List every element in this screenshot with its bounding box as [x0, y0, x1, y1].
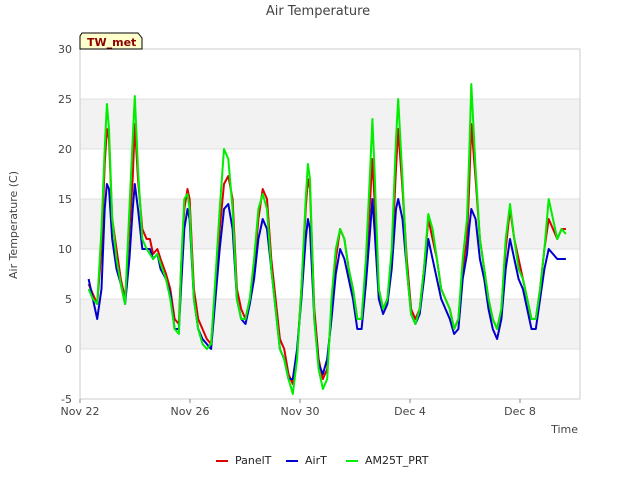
station-badge: TW_met	[79, 32, 143, 50]
y-tick-label: 10	[58, 243, 72, 256]
y-tick-labels: -5 0 5 10 15 20 25 30	[58, 43, 72, 406]
x-tick-labels: Nov 22 Nov 26 Nov 30 Dec 4 Dec 8	[61, 399, 536, 418]
x-axis-label: Time	[550, 423, 578, 436]
y-tick-label: 20	[58, 143, 72, 156]
grid-band	[80, 99, 580, 149]
y-tick-label: 15	[58, 193, 72, 206]
x-tick-label: Nov 26	[171, 405, 210, 418]
x-tick-label: Dec 4	[394, 405, 426, 418]
background-bands	[80, 99, 580, 349]
series-layer	[87, 83, 567, 395]
x-tick-label: Nov 30	[281, 405, 320, 418]
series-line-am25t_prt	[87, 83, 567, 395]
x-tick-label: Dec 8	[504, 405, 536, 418]
legend-label: PanelT	[235, 454, 272, 467]
y-tick-label: 5	[65, 293, 72, 306]
station-badge-label: TW_met	[87, 36, 136, 49]
y-axis-label: Air Temperature (C)	[7, 171, 20, 279]
y-tick-label: -5	[61, 393, 72, 406]
chart-title: Air Temperature	[266, 4, 370, 19]
series-line-airt	[87, 183, 566, 380]
y-tick-label: 0	[65, 343, 72, 356]
plot-frame	[79, 48, 581, 400]
y-tick-label: 30	[58, 43, 72, 56]
legend-label: AirT	[305, 454, 327, 467]
x-tick-label: Nov 22	[61, 405, 100, 418]
grid-band	[80, 199, 580, 249]
y-tick-label: 25	[58, 93, 72, 106]
legend-label: AM25T_PRT	[365, 454, 429, 467]
legend: PanelT AirT AM25T_PRT	[216, 454, 429, 467]
